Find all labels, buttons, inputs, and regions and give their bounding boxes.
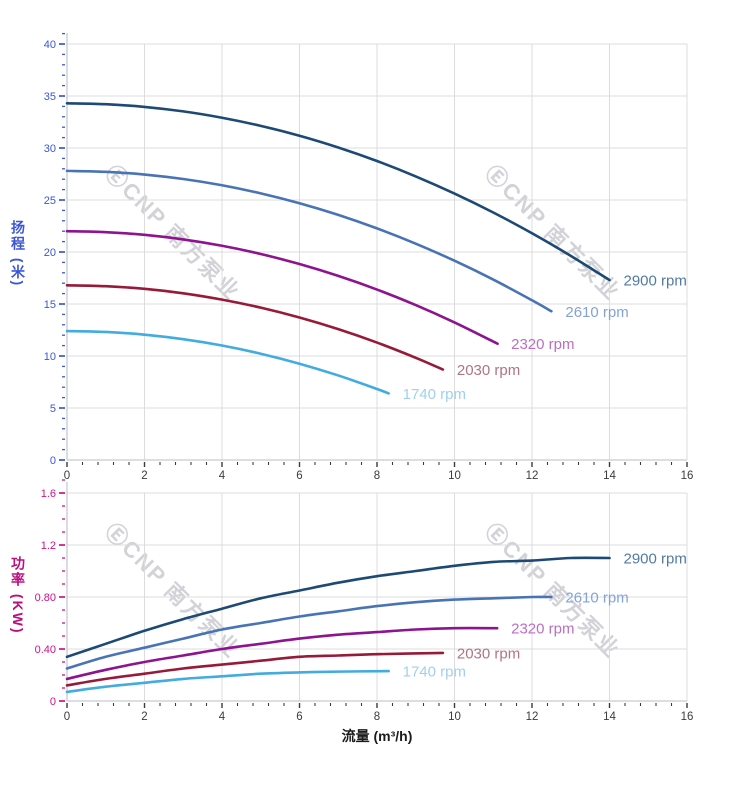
y-ticks: 0 0.40 0.80 1.2 1.6 [35,479,65,708]
svg-text:0: 0 [64,470,70,482]
svg-text:8: 8 [374,470,380,482]
svg-text:1740 rpm: 1740 rpm [403,664,466,681]
series-label-2900-rpm: 2900 rpm [624,551,687,568]
series-label-1740-rpm: 1740 rpm [403,664,466,681]
svg-text:2900 rpm: 2900 rpm [624,551,687,568]
svg-text:2030 rpm: 2030 rpm [457,645,520,662]
svg-text:14: 14 [603,470,616,482]
svg-text:8: 8 [374,711,380,723]
curve-2900-rpm [65,556,611,659]
gridlines [67,492,688,701]
x-ticks: 0 2 4 6 8 10 12 14 16 [64,703,694,723]
svg-text:25: 25 [44,195,56,207]
svg-text:12: 12 [526,711,539,723]
svg-text:2030 rpm: 2030 rpm [457,362,520,379]
gridlines [67,43,688,460]
svg-text:20: 20 [44,247,56,259]
series-label-2320-rpm: 2320 rpm [511,336,574,353]
svg-text:5: 5 [50,403,56,415]
svg-text:10: 10 [448,470,461,482]
series-label-2030-rpm: 2030 rpm [457,362,520,379]
svg-text:2610 rpm: 2610 rpm [565,590,628,607]
svg-text:2900 rpm: 2900 rpm [624,273,687,290]
svg-text:0: 0 [64,711,70,723]
svg-text:2610 rpm: 2610 rpm [565,304,628,321]
series-label-2320-rpm: 2320 rpm [511,621,574,638]
power-axis-title: 功率 (KW) [10,556,26,635]
svg-text:12: 12 [526,470,539,482]
curve-2610-rpm [65,595,553,670]
series-label-1740-rpm: 1740 rpm [403,386,466,403]
svg-text:4: 4 [219,470,226,482]
svg-text:0: 0 [50,455,56,467]
curve-2030-rpm [65,651,445,687]
series-label-2610-rpm: 2610 rpm [565,590,628,607]
svg-text:40: 40 [44,39,56,51]
curve-2900-rpm [65,101,611,282]
svg-text:2320 rpm: 2320 rpm [511,336,574,353]
svg-text:15: 15 [44,299,56,311]
svg-text:2: 2 [141,470,147,482]
x-ticks: 0 2 4 6 8 10 12 14 16 [64,462,694,482]
series-label-2900-rpm: 2900 rpm [624,273,687,290]
svg-text:6: 6 [296,470,302,482]
svg-text:1.6: 1.6 [41,488,56,500]
svg-text:35: 35 [44,91,56,103]
svg-text:0: 0 [50,696,56,708]
head-chart: 0 5 10 15 20 25 30 35 40 0 2 4 6 8 10 12 14 16 2900 rpm 261… [44,32,694,482]
svg-text:6: 6 [296,711,302,723]
curve-2320-rpm [65,229,499,346]
svg-text:14: 14 [603,711,616,723]
axes [66,482,687,702]
power-chart: 0 0.40 0.80 1.2 1.6 0 2 4 6 8 10 12 14 16 2900 rpm 2610… [35,479,694,723]
svg-text:16: 16 [681,470,694,482]
svg-text:30: 30 [44,143,56,155]
series-label-2030-rpm: 2030 rpm [457,645,520,662]
svg-text:4: 4 [219,711,226,723]
series-label-2610-rpm: 2610 rpm [565,304,628,321]
head-axis-title: 扬程 (米) [10,220,26,288]
svg-text:2320 rpm: 2320 rpm [511,621,574,638]
curve-2030-rpm [65,283,445,371]
svg-text:0.80: 0.80 [35,592,56,604]
curve-2610-rpm [65,169,553,313]
svg-text:0.40: 0.40 [35,644,56,656]
svg-text:10: 10 [44,351,56,363]
svg-text:10: 10 [448,711,461,723]
svg-text:16: 16 [681,711,694,723]
flow-axis-title: 流量 (m³/h) [341,728,413,744]
curve-1740-rpm [65,329,390,395]
y-ticks: 0 5 10 15 20 25 30 35 40 [44,32,65,467]
curve-2320-rpm [65,626,499,681]
svg-text:1740 rpm: 1740 rpm [403,386,466,403]
curve-1740-rpm [65,669,390,694]
svg-text:2: 2 [141,711,147,723]
svg-text:1.2: 1.2 [41,540,56,552]
